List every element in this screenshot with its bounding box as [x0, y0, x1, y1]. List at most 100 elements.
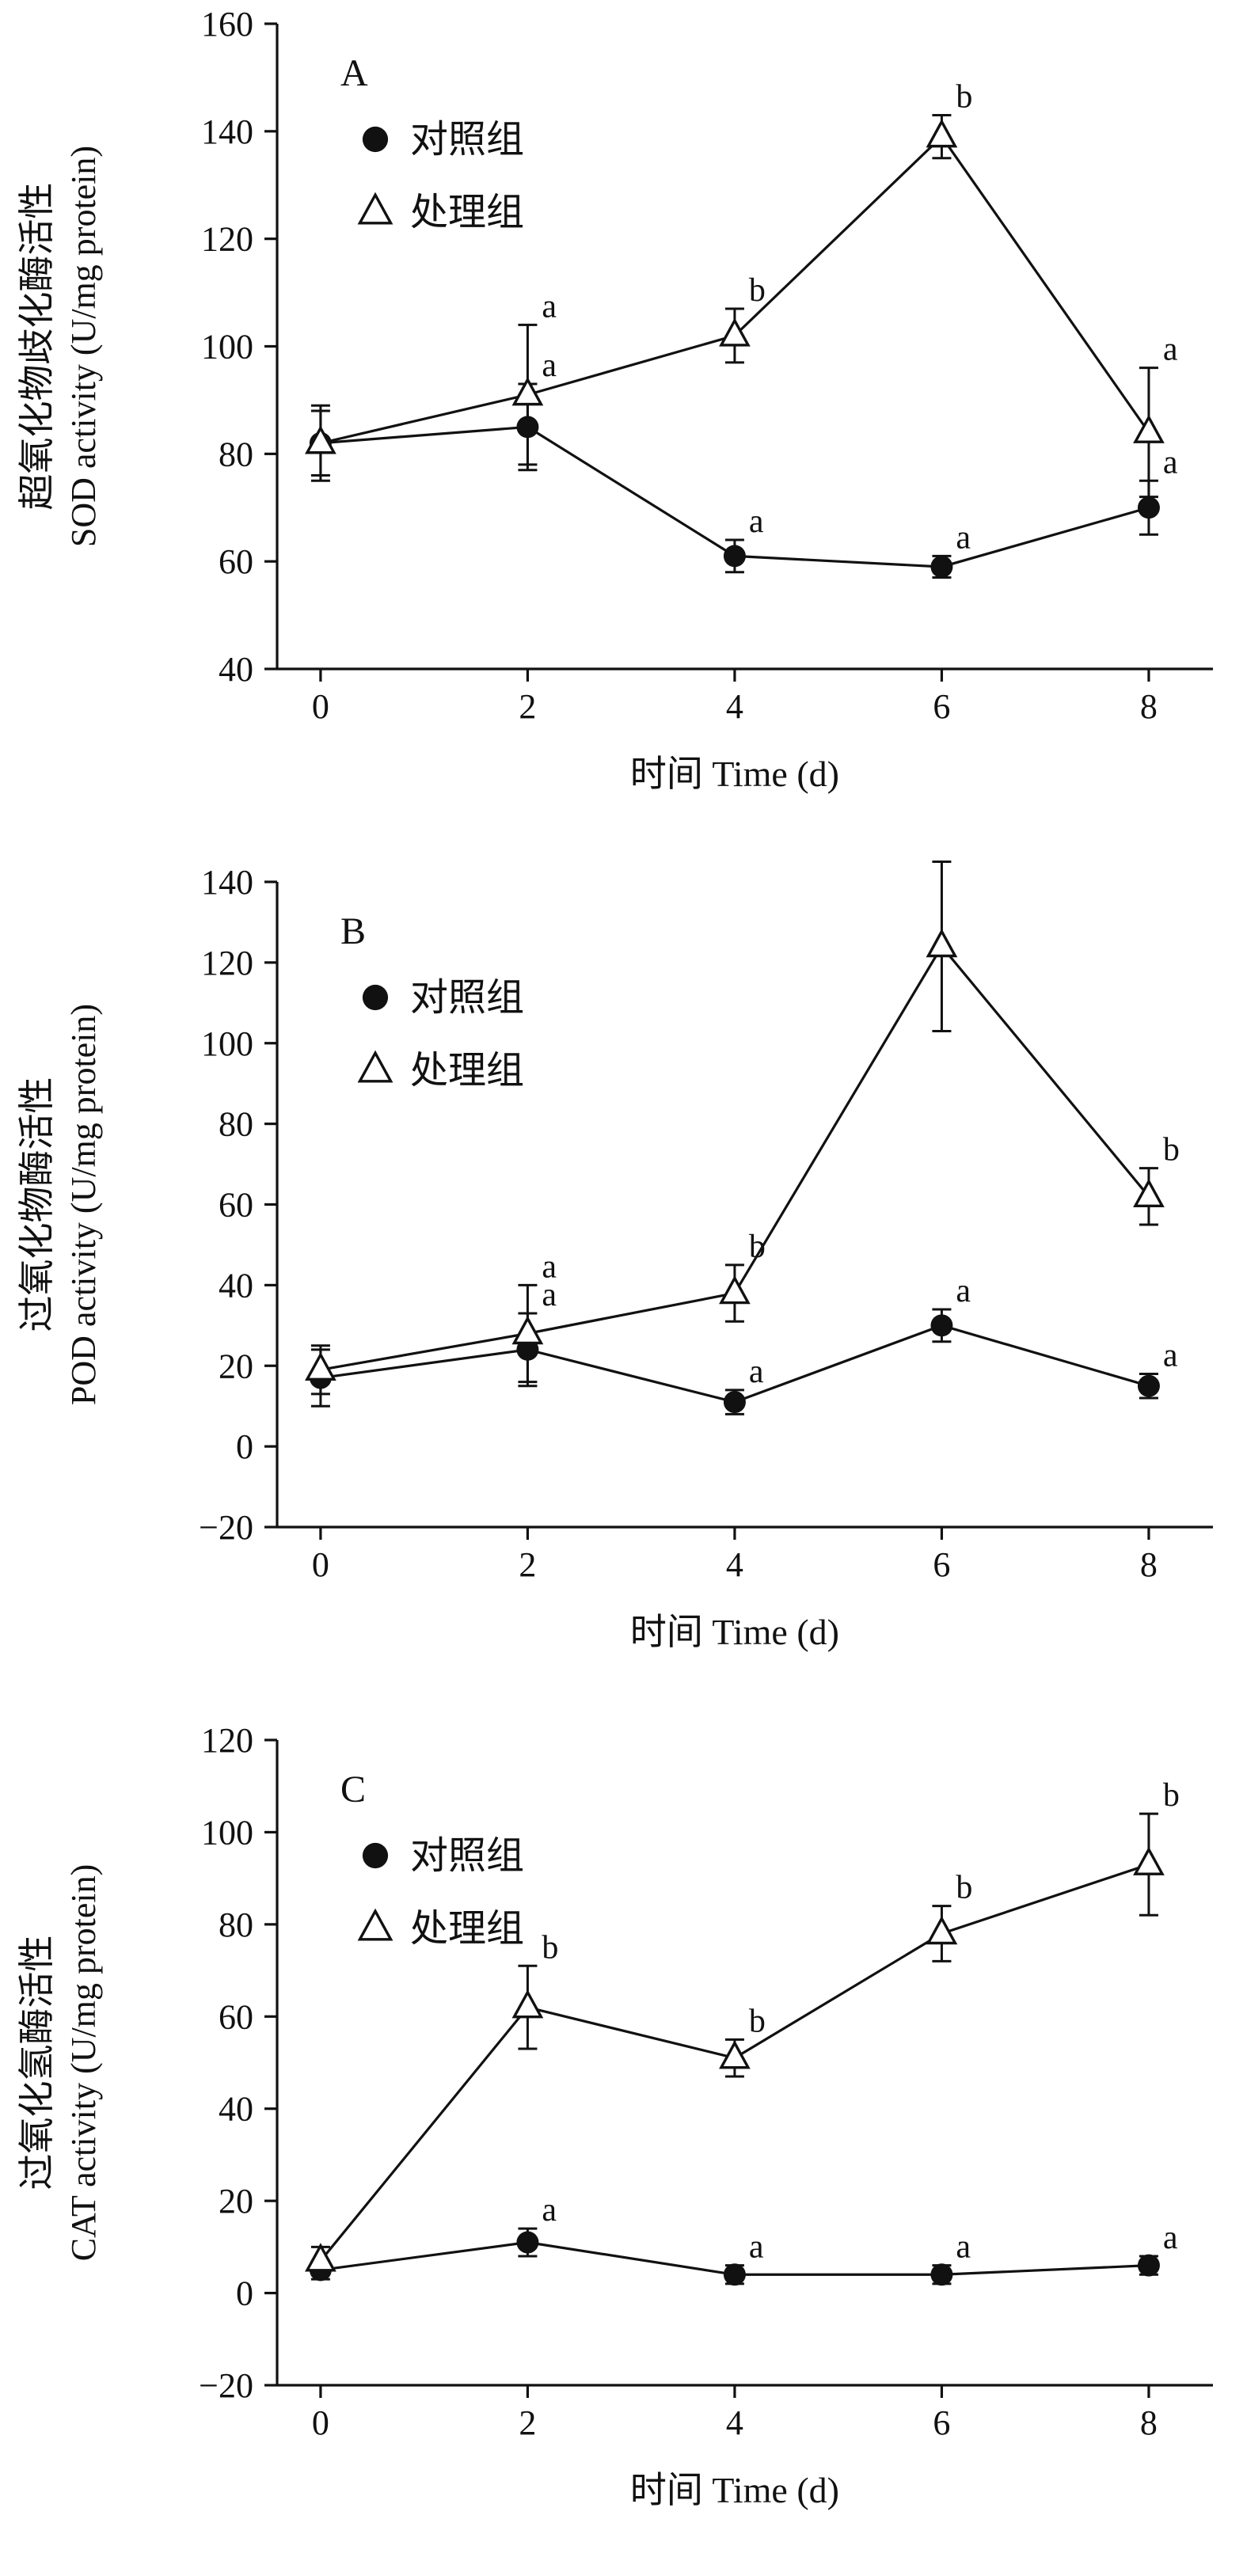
open-triangle-marker: [357, 192, 393, 225]
open-triangle-marker: [719, 1275, 751, 1305]
point-significance-label: b: [956, 858, 972, 862]
filled-circle-marker: [930, 2263, 953, 2286]
x-axis-label: 时间 Time (d): [630, 1612, 839, 1652]
open-triangle-marker: [719, 2040, 751, 2069]
point-significance-label: a: [956, 519, 971, 556]
point-significance-label: b: [1163, 1132, 1180, 1168]
y-tick-label: 120: [201, 220, 253, 259]
y-tick-label: 60: [219, 1186, 253, 1225]
x-tick-label: 8: [1140, 2403, 1158, 2442]
y-tick-label: 160: [201, 5, 253, 44]
point-significance-label: a: [956, 2229, 971, 2266]
point-significance-label: a: [749, 503, 764, 540]
x-tick-label: 2: [519, 687, 536, 726]
panel-letter: C: [340, 1769, 366, 1810]
y-tick-label: 120: [201, 944, 253, 982]
point-significance-label: b: [749, 2003, 766, 2039]
point-significance-label: a: [1163, 332, 1178, 368]
x-tick-label: 2: [519, 1545, 536, 1584]
x-tick-label: 0: [312, 2403, 329, 2442]
point-significance-label: a: [749, 2229, 764, 2266]
x-tick-label: 4: [726, 2403, 743, 2442]
open-triangle-marker: [511, 377, 544, 406]
pod-activity-chart: −20 0 20 40 60 80 100 120 140 0 2 4 6 8 过氧化物酶活性 POD act…: [17, 858, 1213, 1652]
y-axis-label-cn: 过氧化氢酶活性: [17, 1936, 57, 2190]
x-tick-label: 0: [312, 687, 329, 726]
point-significance-label: a: [542, 1248, 557, 1285]
y-axis-label-en: CAT activity (U/mg protein): [64, 1864, 103, 2261]
point-significance-label: a: [956, 1273, 971, 1309]
y-tick-label: 80: [219, 435, 253, 473]
series-line-1: [320, 135, 1150, 445]
y-tick-label: 80: [219, 1105, 253, 1144]
x-tick-label: 8: [1140, 687, 1158, 726]
y-tick-label: 20: [219, 2182, 253, 2221]
filled-circle-marker: [362, 126, 389, 153]
filled-circle-marker: [930, 1314, 953, 1337]
x-tick-label: 6: [933, 687, 950, 726]
point-significance-label: a: [1163, 444, 1178, 481]
y-tick-label: 0: [236, 2274, 253, 2313]
chart-panel-c: −20 0 20 40 60 80 100 120 0 2 4 6 8 过氧化氢酶活性 CAT activi…: [0, 1716, 1247, 2574]
open-triangle-marker: [1133, 414, 1165, 443]
x-axis-label: 时间 Time (d): [630, 754, 839, 794]
y-tick-label: 100: [201, 1024, 253, 1063]
point-significance-label: b: [1163, 1777, 1180, 1814]
legend-label-control: 对照组: [410, 119, 524, 161]
point-significance-label: a: [542, 288, 557, 325]
point-significance-label: a: [542, 348, 557, 384]
y-tick-label: 80: [219, 1905, 253, 1944]
x-tick-label: 6: [933, 1545, 950, 1584]
filled-circle-marker: [1137, 1374, 1160, 1397]
x-tick-label: 2: [519, 2403, 536, 2442]
open-triangle-marker: [926, 1915, 958, 1945]
y-tick-label: 20: [219, 1347, 253, 1385]
point-significance-label: b: [749, 1229, 766, 1265]
filled-circle-marker: [930, 555, 953, 578]
y-tick-label: 60: [219, 1997, 253, 2036]
filled-circle-marker: [362, 1842, 389, 1869]
x-axis-label: 时间 Time (d): [630, 2470, 839, 2510]
y-tick-label: 100: [201, 328, 253, 367]
open-triangle-marker: [719, 317, 751, 347]
point-significance-label: b: [956, 78, 972, 115]
legend-label-treatment: 处理组: [410, 1050, 524, 1092]
y-axis-label-en: POD activity (U/mg protein): [64, 1004, 103, 1405]
open-triangle-marker: [1133, 1178, 1165, 1208]
filled-circle-marker: [516, 416, 539, 439]
filled-circle-marker: [1137, 2254, 1160, 2277]
filled-circle-marker: [362, 984, 389, 1011]
open-triangle-marker: [305, 425, 336, 454]
legend-label-control: 对照组: [410, 977, 524, 1019]
y-tick-label: 140: [201, 863, 253, 902]
open-triangle-marker: [1133, 1846, 1165, 1875]
y-tick-label: 40: [219, 2090, 253, 2129]
y-tick-label: 40: [219, 650, 253, 689]
point-significance-label: b: [542, 1929, 558, 1966]
x-tick-label: 6: [933, 2403, 950, 2442]
point-significance-label: a: [1163, 1337, 1178, 1373]
open-triangle-marker: [357, 1050, 393, 1083]
y-axis-label-en: SOD activity (U/mg protein): [64, 146, 103, 547]
y-tick-label: 100: [201, 1813, 253, 1852]
filled-circle-marker: [516, 2231, 539, 2254]
y-tick-label: 0: [236, 1427, 253, 1466]
point-significance-label: a: [542, 1277, 557, 1313]
open-triangle-marker: [511, 1315, 544, 1345]
x-tick-label: 4: [726, 1545, 743, 1584]
legend-label-control: 对照组: [410, 1835, 524, 1877]
chart-panel-a: 40 60 80 100 120 140 160 0 2 4 6 8 超氧化物歧化酶活性 SOD acti…: [0, 0, 1247, 858]
x-tick-label: 0: [312, 1545, 329, 1584]
panel-letter: B: [340, 910, 366, 952]
open-triangle-marker: [926, 119, 958, 148]
legend-label-treatment: 处理组: [410, 1908, 524, 1950]
y-tick-label: −20: [199, 1508, 253, 1547]
y-tick-label: 120: [201, 1721, 253, 1760]
legend-label-treatment: 处理组: [410, 192, 524, 234]
point-significance-label: b: [749, 272, 766, 309]
y-tick-label: 140: [201, 112, 253, 151]
y-axis-label-cn: 过氧化物酶活性: [17, 1077, 57, 1332]
sod-activity-chart: 40 60 80 100 120 140 160 0 2 4 6 8 超氧化物歧化酶活性 SOD acti…: [17, 5, 1213, 794]
open-triangle-marker: [357, 1908, 393, 1941]
